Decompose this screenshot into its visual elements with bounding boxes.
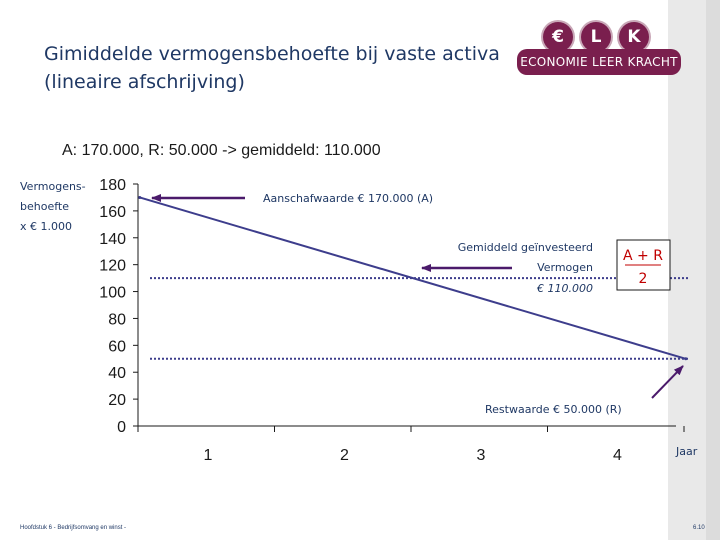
chart-ticks: 0 20 40 60 80 100 120 140 160 180 1 2 3 4 <box>99 177 685 464</box>
x-tick-label: 2 <box>340 447 349 464</box>
logo-l-badge: L <box>581 22 611 52</box>
x-tick-label: 4 <box>613 447 622 464</box>
x-axis-unit-label: Jaar <box>675 445 698 458</box>
reference-lines <box>150 277 688 360</box>
y-tick-label: 160 <box>99 204 126 221</box>
footer-page-number: 6.10 <box>693 525 705 531</box>
gemiddeld-label-line-1: Gemiddeld geïnvesteerd <box>458 241 593 254</box>
y-tick-label: 140 <box>99 231 126 248</box>
y-tick-label: 40 <box>108 365 126 382</box>
a-plus-r-numerator: A + R <box>623 248 663 264</box>
y-tick-label: 0 <box>117 419 126 436</box>
rest-arrow <box>651 365 684 399</box>
logo-text-bar: ECONOMIE LEER KRACHT <box>517 49 681 75</box>
chart-axes <box>137 184 676 427</box>
gemiddeld-label-line-3: € 110.000 <box>536 282 593 295</box>
chart-series <box>138 195 688 361</box>
footer-chapter: Hoofdstuk 6 - Bedrijfsomvang en winst - <box>20 525 127 531</box>
title-line-1: Gimiddelde vermogensbehoefte bij vaste a… <box>44 43 500 65</box>
right-decor-stripe-inner <box>706 0 720 540</box>
logo-euro-badge: € <box>543 22 573 52</box>
series-point <box>684 357 688 361</box>
y-tick-label: 180 <box>99 177 126 194</box>
y-tick-label: 60 <box>108 338 126 355</box>
aanschaf-label: Aanschafwaarde € 170.000 (A) <box>263 192 433 205</box>
series-point <box>138 195 142 199</box>
y-tick-label: 20 <box>108 392 126 409</box>
page-title: Gimiddelde vermogensbehoefte bij vaste a… <box>44 40 500 96</box>
y-axis-label-line-2: behoefte <box>20 200 69 213</box>
subtitle: A: 170.000, R: 50.000 -> gemiddeld: 110.… <box>62 142 381 159</box>
y-tick-label: 120 <box>99 258 126 275</box>
y-axis-label-line-3: x € 1.000 <box>20 220 72 233</box>
y-axis-label: Vermogens- behoefte x € 1.000 <box>20 177 86 237</box>
title-line-2: (lineaire afschrijving) <box>44 71 245 93</box>
rest-label: Restwaarde € 50.000 (R) <box>485 403 622 416</box>
series-line <box>139 196 687 360</box>
x-tick-label: 1 <box>204 447 213 464</box>
y-axis-label-line-1: Vermogens- <box>20 180 86 193</box>
logo-k-badge: K <box>619 22 649 52</box>
x-tick-label: 3 <box>477 447 486 464</box>
y-tick-label: 100 <box>99 285 126 302</box>
y-tick-label: 80 <box>108 311 126 328</box>
gemiddeld-label-line-2: Vermogen <box>537 261 593 274</box>
a-plus-r-denominator: 2 <box>639 271 648 287</box>
